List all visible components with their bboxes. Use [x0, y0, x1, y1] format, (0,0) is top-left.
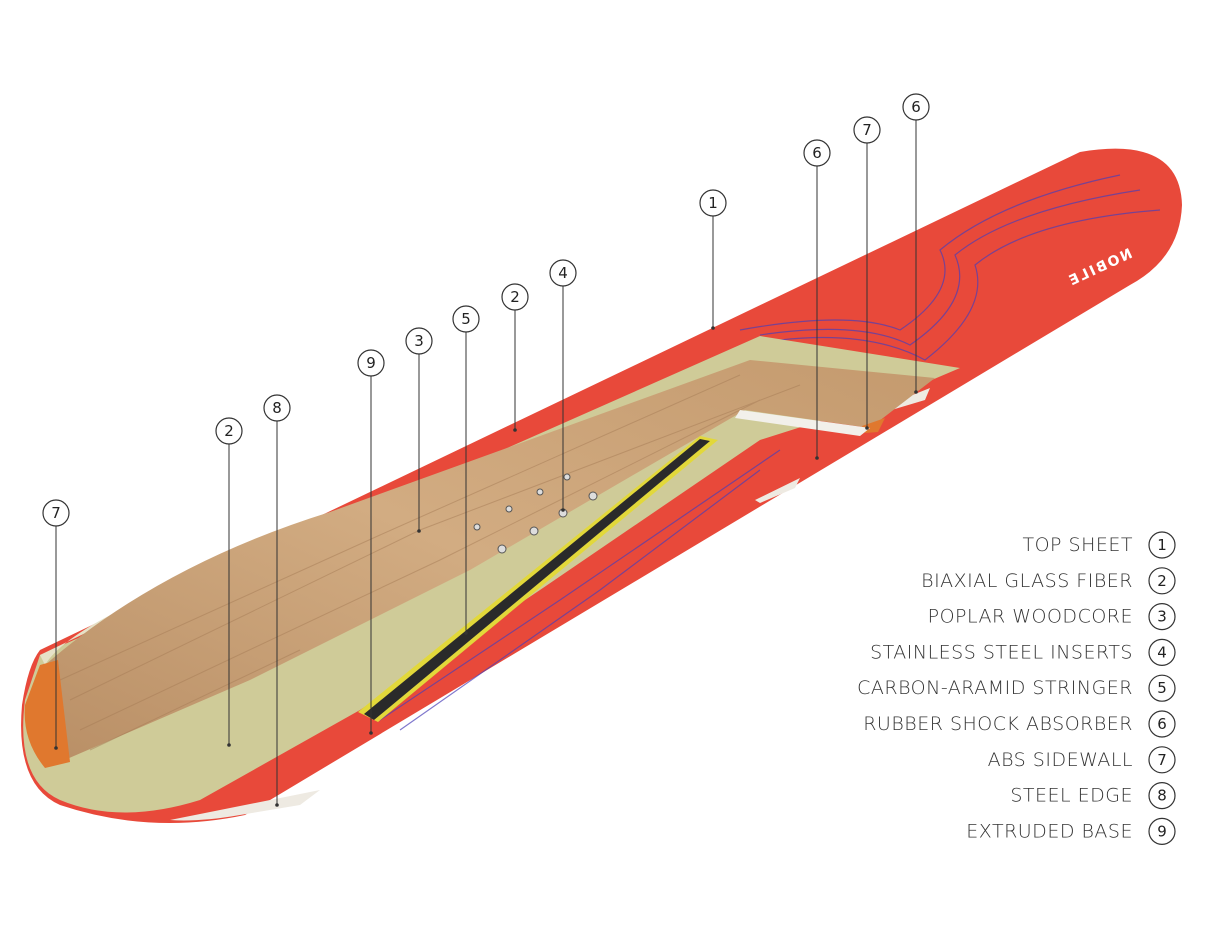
- legend: TOP SHEET 1 BIAXIAL GLASS FIBER 2 POPLAR WOO…: [857, 531, 1176, 846]
- legend-circle: [1148, 746, 1176, 774]
- leader-dot: [464, 631, 468, 635]
- legend-circle: [1148, 602, 1176, 631]
- leader-dot: [417, 529, 421, 533]
- leader-dot: [513, 428, 517, 432]
- legend-item: TOP SHEET 1: [1022, 531, 1176, 559]
- legend-label: STAINLESS STEEL INSERTS: [870, 641, 1133, 663]
- legend-item: POPLAR WOODCORE 3: [928, 602, 1176, 631]
- leader-dot: [815, 456, 819, 460]
- snowboard: NOBILE: [21, 148, 1182, 823]
- callout-number: 1: [708, 194, 718, 212]
- shock-absorber: [735, 410, 870, 436]
- callout: 1: [699, 189, 727, 330]
- legend-label: CARBON-ARAMID STRINGER: [857, 677, 1133, 699]
- callout-number: 3: [414, 332, 424, 350]
- legend-item: CARBON-ARAMID STRINGER 5: [857, 674, 1176, 702]
- legend-number: 9: [1157, 822, 1167, 840]
- legend-circle: [1148, 710, 1176, 738]
- legend-number: 6: [1157, 715, 1167, 733]
- legend-circle: [1148, 674, 1176, 702]
- legend-label: RUBBER SHOCK ABSORBER: [863, 713, 1133, 735]
- callout-circle: [42, 499, 70, 527]
- legend-number: 8: [1157, 787, 1167, 805]
- callout-number: 2: [224, 422, 234, 440]
- legend-item: RUBBER SHOCK ABSORBER 6: [863, 710, 1176, 738]
- leader-dot: [275, 803, 279, 807]
- legend-number: 4: [1157, 643, 1167, 661]
- callout: 5: [452, 305, 480, 635]
- callout-circle: [902, 93, 930, 121]
- callout-circle: [501, 283, 529, 311]
- legend-circle: [1148, 531, 1176, 559]
- leader-dot: [914, 390, 918, 394]
- legend-item: ABS SIDEWALL 7: [988, 746, 1176, 774]
- inserts: [473, 473, 598, 554]
- callout-circle: [803, 139, 831, 167]
- callout: 9: [357, 349, 385, 735]
- legend-number: 3: [1157, 608, 1167, 626]
- callout: 8: [263, 394, 291, 807]
- callouts: 7 2 8 9 3 5 2 4 1 6 7 6: [42, 93, 930, 807]
- legend-item: STEEL EDGE 8: [1010, 781, 1176, 810]
- callout-number: 4: [558, 264, 568, 282]
- legend-label: POPLAR WOODCORE: [928, 606, 1133, 628]
- callout-circle: [699, 189, 727, 217]
- callout-number: 2: [510, 288, 520, 306]
- leader-dot: [227, 743, 231, 747]
- glass-fiber: [23, 336, 960, 813]
- legend-item: BIAXIAL GLASS FIBER 2: [921, 567, 1176, 595]
- callout: 7: [853, 116, 881, 430]
- callout-circle: [405, 327, 433, 355]
- callout: 2: [501, 283, 529, 432]
- callout-number: 5: [461, 310, 471, 328]
- woodcore: [45, 360, 935, 762]
- legend-number: 1: [1157, 536, 1167, 554]
- legend-label: TOP SHEET: [1022, 534, 1133, 556]
- legend-label: STEEL EDGE: [1010, 785, 1133, 807]
- callout-number: 7: [51, 504, 61, 522]
- legend-circle: [1148, 781, 1176, 810]
- callout-circle: [549, 259, 577, 287]
- callout-number: 6: [911, 98, 921, 116]
- leader-dot: [54, 746, 58, 750]
- callout-number: 8: [272, 399, 282, 417]
- callout-circle: [853, 116, 881, 144]
- callout-circle: [357, 349, 385, 377]
- leader-dot: [711, 326, 715, 330]
- callout-number: 9: [366, 354, 376, 372]
- callout: 6: [803, 139, 831, 460]
- legend-item: EXTRUDED BASE 9: [966, 817, 1176, 846]
- legend-number: 2: [1157, 572, 1167, 590]
- callout-circle: [215, 417, 243, 445]
- legend-item: STAINLESS STEEL INSERTS 4: [870, 638, 1176, 667]
- callout-circle: [452, 305, 480, 333]
- legend-number: 7: [1157, 751, 1167, 769]
- leader-dot: [865, 426, 869, 430]
- topo-lines: [379, 174, 1161, 731]
- legend-number: 5: [1157, 679, 1167, 697]
- callout: 3: [405, 327, 433, 533]
- legend-label: EXTRUDED BASE: [966, 820, 1133, 842]
- leader-dot: [369, 731, 373, 735]
- callout-number: 7: [862, 121, 872, 139]
- legend-label: ABS SIDEWALL: [988, 749, 1133, 771]
- callout-number: 6: [812, 144, 822, 162]
- legend-circle: [1148, 567, 1176, 595]
- legend-label: BIAXIAL GLASS FIBER: [921, 570, 1133, 592]
- callout: 2: [215, 417, 243, 747]
- callout: 7: [42, 499, 70, 750]
- stringer: [364, 439, 710, 720]
- leader-dot: [561, 508, 565, 512]
- callout: 6: [902, 93, 930, 394]
- legend-circle: [1148, 638, 1176, 667]
- legend-circle: [1148, 817, 1176, 846]
- callout-circle: [263, 394, 291, 422]
- callout: 4: [549, 259, 577, 512]
